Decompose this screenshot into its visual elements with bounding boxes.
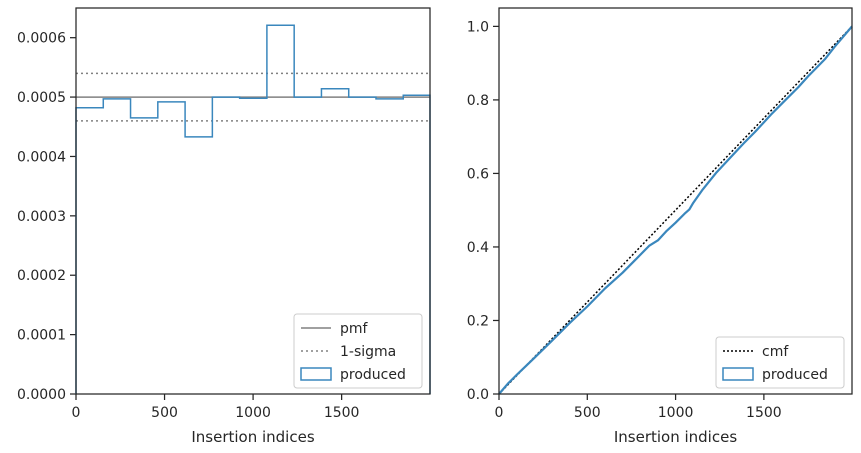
cmf-y-tick-label: 0.0 [467, 387, 489, 403]
produced-legend-symbol [300, 367, 332, 381]
pmf-x-axis-label: Insertion indices [191, 428, 314, 446]
cmf-legend-label: cmf [762, 344, 789, 360]
cmf-y-tick-label: 0.4 [467, 240, 489, 256]
pmf-legend-box [293, 313, 423, 389]
cmf-x-tick-label: 1500 [746, 405, 782, 421]
cmf-x-tick-label: 0 [495, 405, 504, 421]
pmf-produced-series [75, 24, 431, 394]
cmf-x-axis-label: Insertion indices [614, 428, 737, 446]
cmf-x-tick-label: 500 [574, 405, 601, 421]
pmf-plot-frame [75, 7, 431, 395]
produced-legend-label: produced [340, 367, 406, 383]
cmf-axis-ticks: 0 500 1000 1500 0.0 0.2 0.4 0.6 0.8 1.0 [467, 19, 782, 421]
pmf-x-tick-label: 500 [151, 405, 178, 421]
pmf-y-tick-label: 0.0005 [17, 90, 66, 106]
cmf-y-tick-label: 0.2 [467, 313, 489, 329]
pmf-y-tick-label: 0.0003 [17, 209, 66, 225]
cmf-legend: cmf produced [715, 336, 845, 389]
cmf-x-tick-label: 1000 [658, 405, 694, 421]
pmf-reference-lines [76, 72, 430, 122]
pmf-y-tick-label: 0.0006 [17, 31, 66, 47]
pmf-axis-ticks: 0 500 1000 1500 0.0000 0.0001 0.0002 0.0003 0.00… [17, 31, 359, 421]
produced-cmf-legend-symbol [722, 367, 754, 381]
pmf-histogram-plot: 0 500 1000 1500 0.0000 0.0001 0.0002 0.0003 0.00… [17, 7, 431, 446]
pmf-y-tick-label: 0.0000 [17, 387, 66, 403]
cmf-y-tick-label: 0.8 [467, 93, 489, 109]
cmf-plot: 0 500 1000 1500 0.0 0.2 0.4 0.6 0.8 1.0 Insertion… [467, 7, 853, 446]
produced-cmf-legend-label: produced [762, 367, 828, 383]
sigma-legend-label: 1-sigma [340, 344, 396, 360]
pmf-x-tick-label: 1000 [235, 405, 271, 421]
cmf-plot-frame [498, 7, 853, 395]
pmf-x-tick-label: 1500 [324, 405, 360, 421]
pmf-y-tick-label: 0.0004 [17, 149, 66, 165]
cmf-line [498, 25, 853, 395]
cmf-y-tick-label: 1.0 [467, 19, 489, 35]
pmf-legend: pmf 1-sigma produced [293, 313, 423, 389]
produced-cmf-line [498, 25, 853, 395]
pmf-y-tick-label: 0.0002 [17, 268, 66, 284]
pmf-x-tick-label: 0 [72, 405, 81, 421]
pmf-y-tick-label: 0.0001 [17, 328, 66, 344]
cmf-series [498, 25, 853, 395]
cmf-legend-box [715, 336, 845, 389]
produced-histogram-step [75, 24, 431, 394]
cmf-y-tick-label: 0.6 [467, 166, 489, 182]
pmf-legend-label: pmf [340, 321, 369, 337]
